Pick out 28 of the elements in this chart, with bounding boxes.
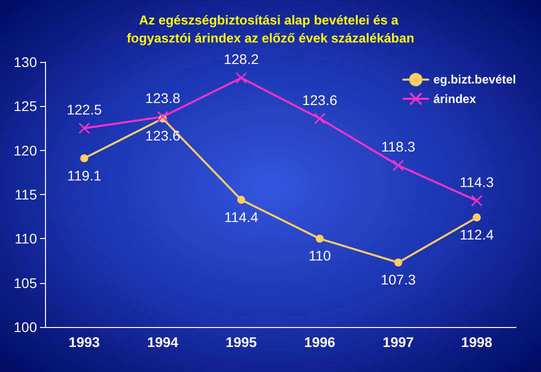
data-label: 118.3 xyxy=(381,138,416,155)
data-label: 114.4 xyxy=(224,208,258,225)
y-tick-label: 115 xyxy=(14,186,38,202)
data-label: 123.8 xyxy=(145,90,180,106)
data-label: 128.2 xyxy=(224,51,259,68)
legend-label: árindex xyxy=(433,92,476,106)
y-tick-label: 110 xyxy=(14,230,38,247)
data-label: 123.6 xyxy=(145,128,180,144)
data-label: 112.4 xyxy=(460,226,494,242)
y-tick-label: 130 xyxy=(14,54,38,70)
data-label: 107.3 xyxy=(380,272,416,288)
data-label: 114.3 xyxy=(460,174,494,190)
chart-title: Az egészségbiztosítási alap bevételei és a fogyasztói árindex az előző évek százalékában xyxy=(126,12,414,46)
y-tick-label: 105 xyxy=(14,274,38,291)
data-label: 119.1 xyxy=(67,167,102,184)
data-label: 110 xyxy=(308,248,332,264)
x-tick-label: 1998 xyxy=(461,334,493,350)
x-tick-label: 1996 xyxy=(304,334,336,350)
data-label: 122.5 xyxy=(66,102,102,118)
y-tick-label: 125 xyxy=(14,98,38,114)
x-tick-label: 1994 xyxy=(147,334,179,350)
x-tick-label: 1993 xyxy=(68,334,100,350)
legend-label: eg.bizt.bevétel xyxy=(433,72,516,87)
y-tick-label: 100 xyxy=(14,319,38,335)
y-tick-label: 120 xyxy=(14,142,38,158)
x-tick-label: 1997 xyxy=(382,334,414,350)
data-label: 123.6 xyxy=(302,92,338,108)
x-tick-label: 1995 xyxy=(226,334,258,350)
